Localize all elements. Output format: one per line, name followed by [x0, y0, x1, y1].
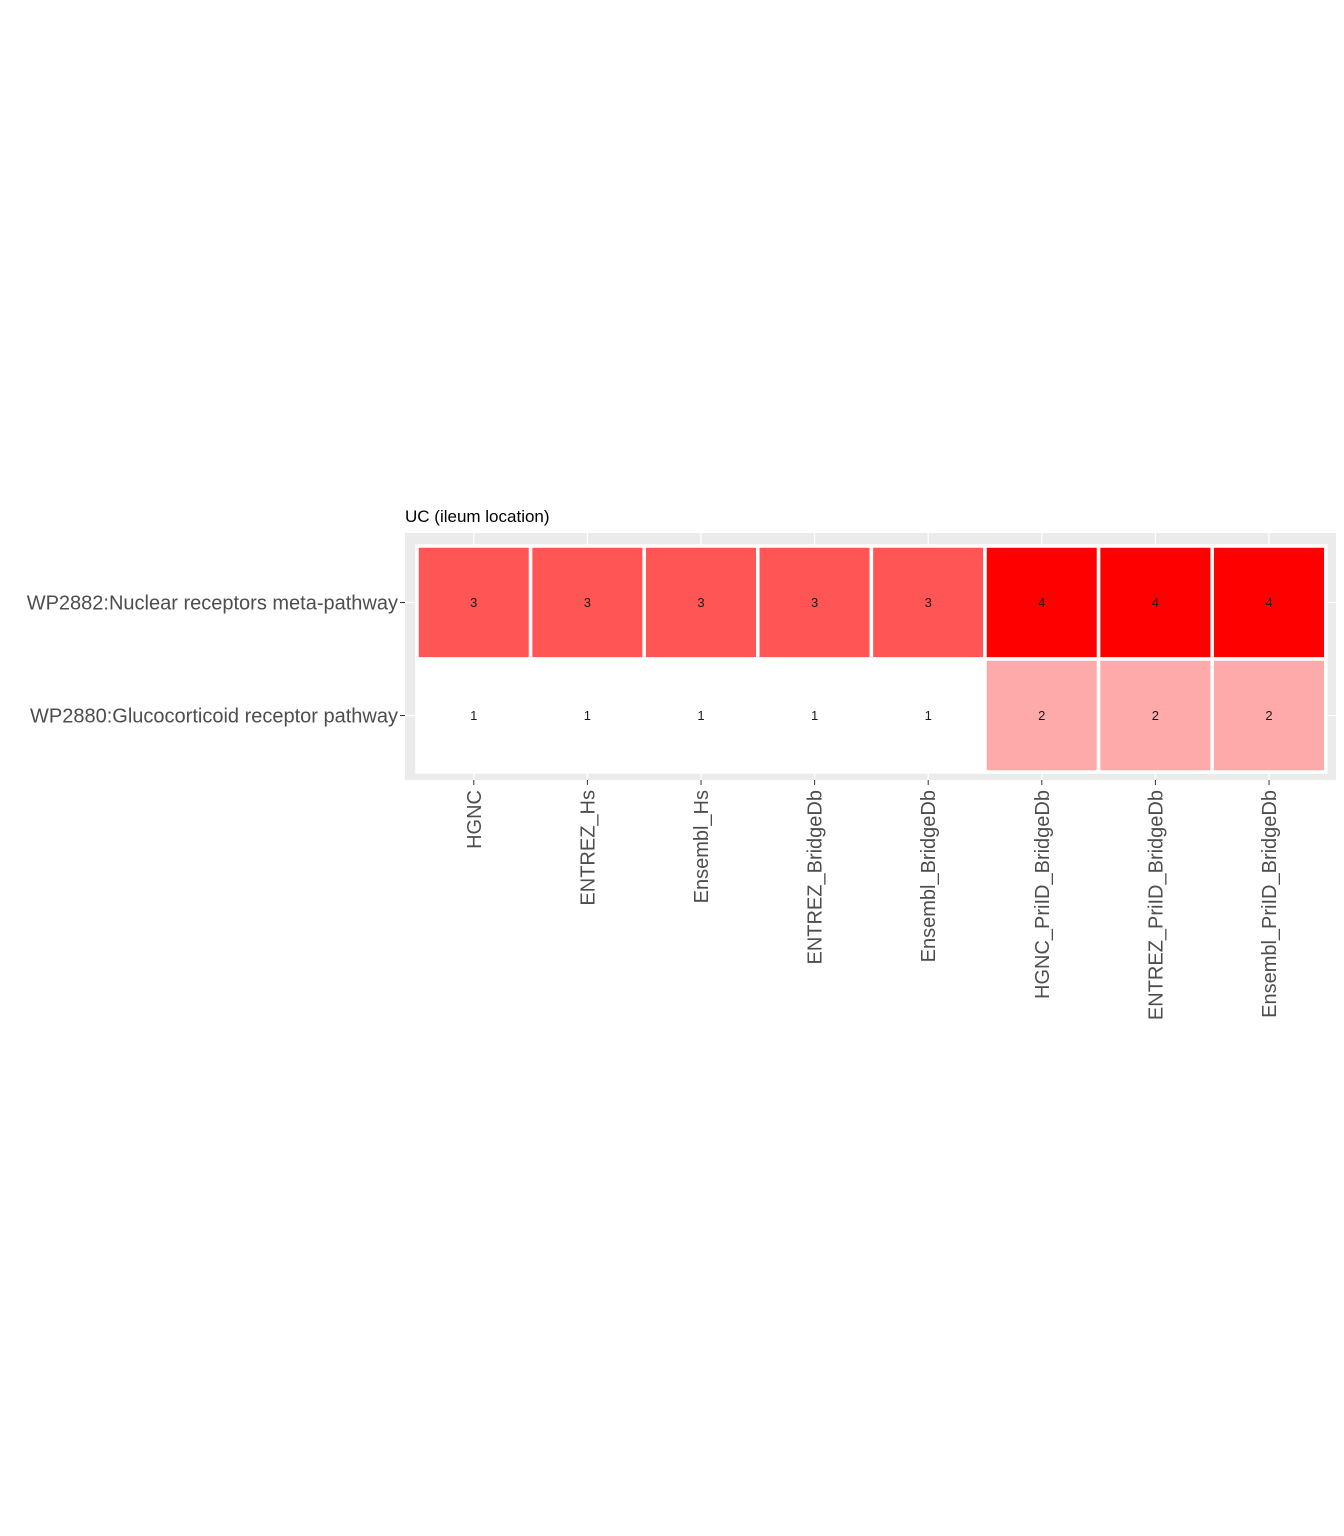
x-tick-label: Ensembl_Hs [691, 790, 713, 903]
cell-value-label: 4 [1038, 595, 1045, 610]
cell-value-label: 4 [1152, 595, 1159, 610]
cell-value-label: 2 [1038, 708, 1045, 723]
x-tick-label: Ensembl_PriID_BridgeDb [1259, 790, 1281, 1018]
heatmap-cell [869, 657, 987, 774]
heatmap-cell-labels: 3 3 3 3 3 4 4 4 1 1 1 1 1 2 2 2 [470, 595, 1272, 723]
cell-value-label: 4 [1265, 595, 1272, 610]
heatmap-cell [642, 657, 760, 774]
x-tick-label: Ensembl_BridgeDb [918, 790, 940, 962]
x-tick-label: ENTREZ_PriID_BridgeDb [1145, 790, 1167, 1020]
chart-title: UC (ileum location) [405, 507, 550, 526]
heatmap-cell [869, 544, 987, 661]
y-tick-label: WP2882:Nuclear receptors meta-pathway [27, 593, 398, 615]
cell-value-label: 1 [925, 708, 932, 723]
y-tick-label: WP2880:Glucocorticoid receptor pathway [30, 706, 398, 728]
heatmap-cells [415, 544, 1328, 774]
x-axis: HGNC ENTREZ_Hs Ensembl_Hs ENTREZ_BridgeDb En… [464, 780, 1281, 1020]
cell-value-label: 1 [697, 708, 704, 723]
heatmap-cell [1210, 657, 1328, 774]
cell-value-label: 1 [470, 708, 477, 723]
x-tick-label: ENTREZ_Hs [577, 790, 599, 906]
x-tick-label: HGNC [464, 790, 486, 849]
cell-value-label: 3 [811, 595, 818, 610]
heatmap-cell [983, 657, 1101, 774]
heatmap-cell [642, 544, 760, 661]
cell-value-label: 1 [811, 708, 818, 723]
heatmap-cell [1210, 544, 1328, 661]
heatmap-cell [415, 657, 533, 774]
y-axis: WP2882:Nuclear receptors meta-pathway WP2… [27, 593, 405, 728]
cell-value-label: 3 [584, 595, 591, 610]
cell-value-label: 3 [925, 595, 932, 610]
cell-value-label: 2 [1265, 708, 1272, 723]
heatmap-cell [528, 657, 646, 774]
cell-value-label: 3 [470, 595, 477, 610]
cell-value-label: 2 [1152, 708, 1159, 723]
x-tick-label: HGNC_PriID_BridgeDb [1032, 790, 1054, 999]
cell-value-label: 1 [584, 708, 591, 723]
cell-value-label: 3 [697, 595, 704, 610]
heatmap-cell [1096, 544, 1214, 661]
x-tick-label: ENTREZ_BridgeDb [805, 790, 827, 965]
